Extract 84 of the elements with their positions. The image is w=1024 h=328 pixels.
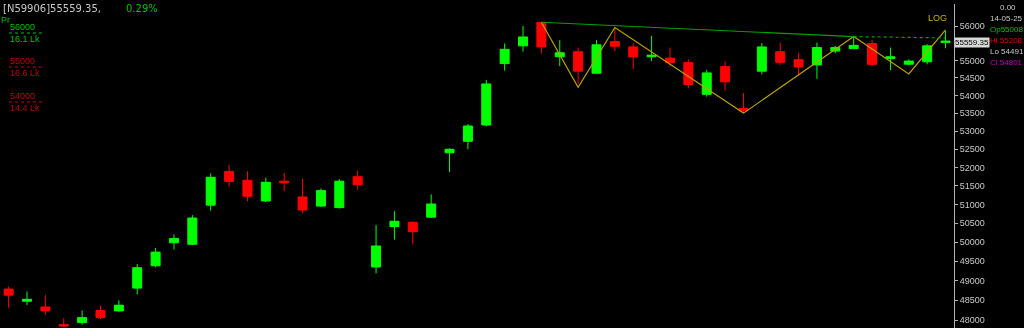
candlestick <box>58 317 69 328</box>
candlestick <box>867 39 878 66</box>
candlestick <box>738 92 749 114</box>
candlestick <box>168 234 179 250</box>
candlestick <box>940 30 951 49</box>
text: Cl 54801 <box>990 58 1023 67</box>
candlestick <box>260 177 271 203</box>
candlestick <box>848 35 859 50</box>
y-tick-label: 56000 <box>959 21 985 32</box>
text: Hi 55208 <box>990 36 1023 45</box>
y-tick-label: 54000 <box>959 90 985 101</box>
chart-subtitle: 0.29% <box>126 3 158 14</box>
candlestick <box>95 305 106 320</box>
candlestick <box>77 309 88 326</box>
candlestick <box>113 299 124 313</box>
candlestick <box>352 170 363 191</box>
candlestick <box>444 147 455 173</box>
y-tick-label: 49000 <box>959 275 985 286</box>
y-tick-label: 49500 <box>959 256 985 267</box>
candlestick <box>40 294 51 316</box>
candlestick <box>407 221 418 245</box>
text: Op55008 <box>990 25 1024 34</box>
text: 55559.35 <box>955 38 989 47</box>
candlestick <box>591 39 602 74</box>
candlestick <box>554 39 565 67</box>
candlestick <box>426 193 437 219</box>
y-tick-label: 48000 <box>959 315 985 326</box>
candlestick <box>334 178 345 210</box>
candlestick <box>187 214 198 246</box>
candlestick <box>499 42 510 72</box>
candlestick <box>224 164 235 188</box>
annotation: 54000 <box>10 91 36 101</box>
y-tick-label: 52500 <box>959 144 985 155</box>
y-tick-label: 55000 <box>959 55 985 66</box>
candlestick <box>609 27 620 52</box>
y-tick-label: 51500 <box>959 180 985 191</box>
candlestick <box>279 172 290 192</box>
annotation: LOG <box>928 13 948 23</box>
chart-title: [N59906]55559.35, <box>3 3 101 14</box>
candlestick <box>315 187 326 208</box>
candlestick <box>683 58 694 89</box>
candlestick <box>775 42 786 66</box>
y-tick-label: 53500 <box>959 108 985 119</box>
y-tick-label: 52000 <box>959 162 985 173</box>
annotation: 14.4 Lk <box>10 103 41 113</box>
candlestick <box>205 172 216 212</box>
candlestick <box>701 69 712 98</box>
annotation: 56000 <box>10 22 36 32</box>
candlestick <box>22 290 33 306</box>
candlestick <box>664 47 675 68</box>
line-series <box>540 21 947 114</box>
candlestick <box>297 178 308 214</box>
candlestick <box>573 47 584 85</box>
y-tick-label: 53000 <box>959 126 985 137</box>
candlestick <box>3 285 14 309</box>
candlestick <box>462 123 473 150</box>
y-tick-label: 50500 <box>959 218 985 229</box>
candlestick <box>389 210 400 240</box>
candlestick <box>811 42 822 80</box>
annotation: 16.1 Lk <box>10 34 41 44</box>
candlestick <box>720 60 731 92</box>
candlestick <box>518 25 529 53</box>
candlestick <box>903 58 914 66</box>
candlestick <box>150 247 161 268</box>
candlestick <box>646 35 657 62</box>
candlestick <box>628 42 639 70</box>
text: 0.00 <box>1000 3 1017 12</box>
candlestick <box>885 47 896 71</box>
candlestick <box>371 224 382 274</box>
text: 14-05-25 <box>990 14 1023 23</box>
annotation: Pr <box>1 15 10 25</box>
candlestick <box>756 42 767 75</box>
annotation: 55000 <box>10 56 36 66</box>
candlestick <box>793 52 804 77</box>
candlestick <box>242 170 253 202</box>
candlestick <box>536 21 547 55</box>
y-tick-label: 48500 <box>959 295 985 306</box>
y-tick-label: 51000 <box>959 199 985 210</box>
text: Lo 54491 <box>990 47 1024 56</box>
y-tick-label: 54500 <box>959 72 985 83</box>
annotation: 16.6 Lk <box>10 68 41 78</box>
candlestick <box>481 79 492 127</box>
y-tick-label: 50000 <box>959 237 985 248</box>
candlestick <box>132 263 143 295</box>
